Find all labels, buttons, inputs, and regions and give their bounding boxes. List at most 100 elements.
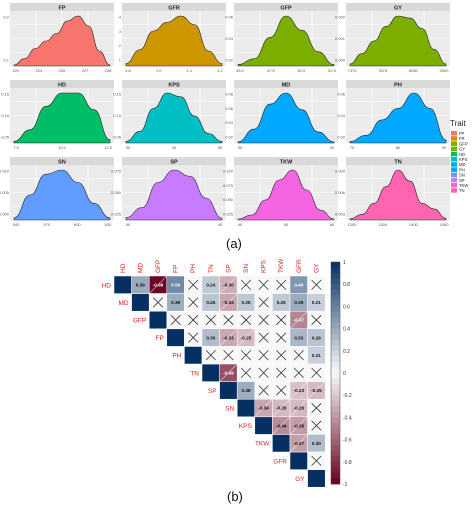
diagonal-cell [148, 310, 168, 330]
x-tick-label: 228 [105, 68, 112, 73]
facet-title: MD [282, 83, 291, 89]
nonsignificant-mark [240, 279, 252, 290]
correlation-value: 0.25 [277, 300, 286, 305]
colorbar-segment [331, 289, 340, 296]
x-tick-label: 52.5 [328, 68, 337, 73]
x-tick-label: 45 [218, 222, 223, 227]
x-tick-label: 40 [238, 222, 243, 227]
density-area [349, 169, 447, 221]
legend-swatch [451, 167, 457, 172]
nonsignificant-mark [276, 350, 287, 361]
facet-title: GFR [168, 6, 180, 12]
facet-fp: FP 220 224 226 227 228 0.1 0.2 [3, 3, 114, 73]
x-tick-label: 220 [13, 68, 20, 73]
nonsignificant-mark [188, 297, 199, 308]
negative-hatch [289, 381, 308, 400]
facet-tkw: TKW 40 50 60 0.025 0.050 0.075 0.100 [223, 157, 338, 227]
colorbar-tick-label: 1 [343, 260, 346, 266]
facet-strip [122, 80, 226, 88]
legend-label: MD [459, 162, 466, 167]
y-tick-label: 0.15 [1, 92, 10, 97]
nonsignificant-mark [258, 367, 269, 378]
colorbar-segment [331, 378, 340, 385]
colorbar-tick-label: -0.2 [343, 393, 352, 399]
x-tick-label: 30 [238, 145, 243, 150]
correlation-value: 0.38 [242, 388, 251, 393]
colorbar-segment [331, 450, 340, 457]
facet-strip [346, 157, 450, 165]
facet-sn: SN 540 570 600 630 0.000 0.005 0.010 [0, 157, 114, 227]
row-label: GFP [133, 318, 146, 325]
legend-label: SP [459, 178, 465, 183]
colorbar-segment [331, 367, 340, 374]
diagonal-cell [184, 346, 203, 365]
nonsignificant-mark [188, 279, 199, 290]
facet-title: KPS [168, 83, 180, 89]
correlation-value: 0.38 [171, 300, 180, 305]
density-area [349, 92, 447, 144]
row-label: GFR [273, 458, 287, 465]
column-label: KPS [261, 259, 268, 273]
facet-gfp: GFP 45.0 47.5 50.0 52.5 0.02 0.04 0.06 [225, 3, 338, 73]
negative-hatch [148, 275, 168, 294]
y-tick-label: 0.04 [225, 36, 234, 41]
negative-hatch [219, 275, 238, 294]
legend-title: Trait [450, 119, 466, 128]
colorbar-tick-label: -1 [343, 482, 348, 488]
colorbar-segment [331, 400, 340, 407]
x-tick-label: 1300 [378, 222, 388, 227]
facet-strip [234, 80, 338, 88]
colorbar-tick-label: -0.4 [343, 415, 352, 421]
correlation-value: 0.30 [312, 441, 321, 446]
correlation-value: 0.30 [206, 335, 215, 340]
y-tick-label: 0.05 [113, 135, 122, 140]
y-tick-label: 0.2 [3, 15, 9, 20]
nonsignificant-mark [258, 279, 269, 290]
nonsignificant-mark [293, 367, 304, 378]
facet-strip [346, 3, 450, 11]
legend-label: FP [459, 131, 465, 136]
y-tick-label: 0.009 [335, 169, 346, 174]
nonsignificant-mark [205, 314, 216, 326]
negative-hatch [236, 328, 256, 347]
legend-swatch [451, 136, 457, 141]
facet-strip [10, 157, 114, 165]
x-tick-label: 7.5 [13, 145, 19, 150]
density-area [13, 92, 111, 144]
nonsignificant-mark [223, 314, 234, 326]
column-label: SP [225, 264, 232, 273]
correlation-value: 0.26 [206, 300, 215, 305]
y-tick-label: 0.1 [3, 58, 9, 63]
colorbar-tick-label: 0.4 [343, 327, 350, 333]
density-area [237, 15, 335, 67]
facet-strip [10, 80, 114, 88]
row-label: TN [190, 370, 199, 377]
colorbar-segment [331, 284, 340, 291]
negative-hatch [219, 293, 238, 312]
row-label: SP [208, 388, 217, 395]
nonsignificant-mark [258, 332, 269, 343]
x-tick-label: 1.0 [156, 68, 162, 73]
correlation-value: 0.24 [206, 283, 215, 288]
caption-b: (b) [227, 489, 243, 504]
legend-label: GFP [459, 141, 468, 146]
x-tick-label: 40 [126, 222, 131, 227]
column-label: GY [313, 263, 320, 273]
caption-a: (a) [226, 236, 242, 251]
x-tick-label: 10.0 [58, 145, 67, 150]
nonsignificant-mark [188, 332, 199, 343]
x-tick-label: 226 [59, 68, 66, 73]
facet-title: SN [58, 160, 66, 166]
nonsignificant-mark [311, 420, 322, 431]
facet-strip [122, 157, 226, 165]
legend-label: TKW [459, 183, 468, 188]
facet-strip [234, 3, 338, 11]
diagonal-cell [254, 416, 273, 435]
legend-swatch [451, 131, 457, 136]
row-label: KPS [239, 423, 253, 430]
colorbar-segment [331, 306, 340, 313]
nonsignificant-mark [258, 385, 269, 396]
correlation-value: 0.25 [242, 300, 251, 305]
correlation-value: -0.38 [294, 423, 305, 428]
negative-hatch [219, 328, 238, 347]
